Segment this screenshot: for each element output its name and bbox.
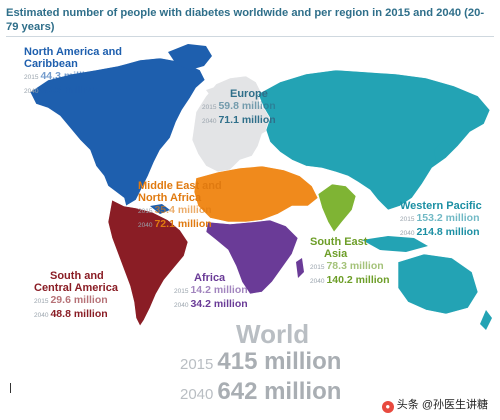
value-2040: 214.8 million — [416, 226, 480, 238]
value-2015: 14.2 million — [190, 284, 248, 296]
region-label-western-pacific: Western Pacific 2015 153.2 million 2040 21… — [400, 200, 482, 240]
region-shape-iceland — [206, 86, 222, 98]
text-cursor — [10, 383, 11, 393]
region-name: Western Pacific — [400, 200, 482, 212]
region-name-line1: Middle East and — [138, 180, 222, 192]
region-name-line2: Asia — [324, 248, 348, 260]
region-label-middle-east: Middle East and North Africa 2015 35.4 mi… — [138, 180, 222, 232]
world-value-2040: 642 million — [217, 378, 342, 405]
watermark: ● 头条 @孙医生讲糖 — [377, 395, 492, 414]
region-shape-madagascar — [296, 258, 304, 278]
region-shape-japan — [434, 140, 450, 162]
region-label-south-america: South and Central America 2015 29.6 milli… — [34, 270, 118, 322]
year-2040-label: 2040 — [310, 278, 325, 285]
region-name: Africa — [194, 272, 226, 284]
world-value-2015: 415 million — [217, 348, 342, 375]
value-2040: 140.2 million — [326, 274, 390, 286]
year-2015-label: 2015 — [202, 104, 217, 111]
year-2040-label: 2040 — [202, 118, 217, 125]
region-shape-indonesia — [362, 236, 428, 252]
year-2015-label: 2015 — [138, 208, 153, 215]
region-shape-south-america — [107, 199, 189, 327]
value-2015: 153.2 million — [416, 212, 480, 224]
region-shape-south-east-asia — [317, 183, 357, 233]
map-title: Estimated number of people with diabetes… — [6, 7, 485, 33]
world-year-2040: 2040 — [180, 386, 214, 403]
region-name-line1: South East — [310, 236, 368, 248]
value-2040: 60.5 million — [40, 84, 98, 96]
value-2015: 35.4 million — [154, 204, 212, 216]
value-2040: 48.8 million — [50, 308, 108, 320]
region-shape-middle-east — [193, 165, 319, 223]
region-name-line2: Caribbean — [24, 58, 78, 70]
year-2040-label: 2040 — [24, 88, 39, 95]
value-2040: 71.1 million — [218, 114, 276, 126]
region-label-south-east-asia: South East Asia 2015 78.3 million 2040 140… — [310, 236, 390, 288]
value-2015: 59.8 million — [218, 100, 276, 112]
region-name-line2: Central America — [34, 282, 118, 294]
value-2015: 29.6 million — [50, 294, 108, 306]
world-title: World — [236, 319, 310, 349]
year-2015-label: 2015 — [34, 298, 49, 305]
value-2040: 34.2 million — [190, 298, 248, 310]
region-label-europe: Europe 2015 59.8 million 2040 71.1 million — [202, 88, 276, 128]
watermark-text: 头条 @孙医生讲糖 — [396, 399, 488, 411]
value-2040: 72.1 million — [154, 218, 212, 230]
year-2040-label: 2040 — [400, 230, 415, 237]
camera-icon: ● — [381, 401, 394, 413]
value-2015: 44.3 million — [40, 70, 98, 82]
year-2015-label: 2015 — [310, 264, 325, 271]
region-name-line1: South and — [50, 270, 104, 282]
year-2015-label: 2015 — [24, 74, 39, 81]
region-label-north-america: North America and Caribbean 2015 44.3 mil… — [24, 46, 122, 98]
year-2015-label: 2015 — [400, 216, 415, 223]
region-shape-africa — [205, 219, 299, 295]
year-2040-label: 2040 — [174, 302, 189, 309]
region-shape-caribbean — [150, 204, 170, 214]
region-shape-greenland-na — [168, 44, 212, 70]
region-shape-western-pacific — [257, 69, 491, 211]
world-year-2015: 2015 — [180, 356, 214, 373]
region-shape-new-zealand — [480, 310, 492, 330]
region-label-africa: Africa 2015 14.2 million 2040 34.2 million — [174, 272, 248, 312]
year-2040-label: 2040 — [138, 222, 153, 229]
region-shape-australia — [397, 253, 479, 315]
year-2040-label: 2040 — [34, 312, 49, 319]
year-2015-label: 2015 — [174, 288, 189, 295]
region-name-line1: North America and — [24, 46, 123, 58]
region-shape-north-america — [29, 57, 206, 207]
title-divider — [6, 36, 494, 37]
region-name: Europe — [230, 88, 268, 100]
region-name-line2: North Africa — [138, 192, 202, 204]
world-totals: World 2015 415 million 2040 642 million — [180, 320, 341, 408]
value-2015: 78.3 million — [326, 260, 384, 272]
